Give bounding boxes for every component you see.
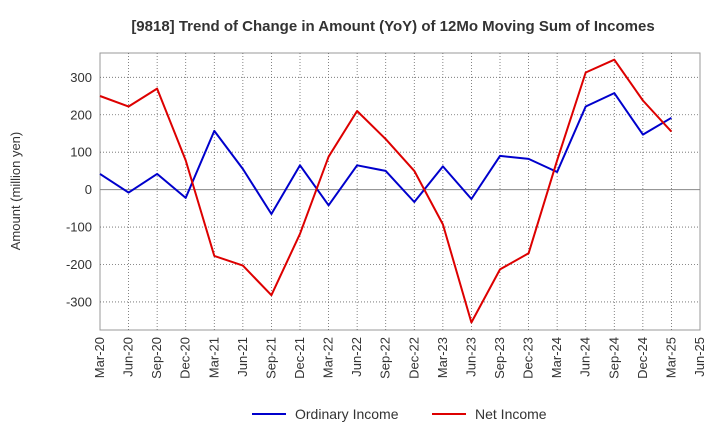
series-line-net-income bbox=[99, 58, 673, 324]
y-tick-label: -200 bbox=[66, 257, 92, 272]
y-axis: -300 -200 -100 0 100 200 300 bbox=[66, 70, 92, 310]
legend-label-net-income: Net Income bbox=[475, 406, 547, 422]
x-tick-label: Mar-22 bbox=[321, 337, 336, 378]
x-tick-label: Jun-22 bbox=[349, 337, 364, 377]
y-tick-label: 100 bbox=[70, 145, 92, 160]
x-tick-label: Jun-25 bbox=[692, 337, 707, 377]
series-line-ordinary-income bbox=[99, 92, 672, 215]
y-tick-label: 200 bbox=[70, 107, 92, 122]
x-tick-label: Jun-20 bbox=[121, 337, 136, 377]
x-tick-label: Sep-24 bbox=[606, 337, 621, 379]
x-tick-label: Dec-23 bbox=[521, 337, 536, 379]
legend: Ordinary Income Net Income bbox=[252, 406, 547, 422]
y-tick-label: -300 bbox=[66, 294, 92, 309]
x-tick-label: Dec-20 bbox=[178, 337, 193, 379]
x-tick-label: Mar-23 bbox=[435, 337, 450, 378]
x-tick-label: Jun-21 bbox=[235, 337, 250, 377]
chart-title: [9818] Trend of Change in Amount (YoY) o… bbox=[131, 18, 654, 35]
x-tick-label: Dec-24 bbox=[635, 337, 650, 379]
y-tick-label: 300 bbox=[70, 70, 92, 85]
series-layer bbox=[99, 58, 673, 324]
x-tick-label: Sep-23 bbox=[492, 337, 507, 379]
x-tick-label: Mar-20 bbox=[92, 337, 107, 378]
y-tick-label: -100 bbox=[66, 220, 92, 235]
x-tick-label: Sep-21 bbox=[263, 337, 278, 379]
x-tick-label: Dec-22 bbox=[406, 337, 421, 379]
plot-area bbox=[99, 52, 701, 331]
y-axis-label: Amount (million yen) bbox=[8, 132, 23, 251]
legend-label-ordinary-income: Ordinary Income bbox=[295, 406, 399, 422]
x-tick-label: Mar-24 bbox=[549, 337, 564, 378]
x-tick-label: Mar-21 bbox=[206, 337, 221, 378]
x-tick-label: Sep-20 bbox=[149, 337, 164, 379]
y-tick-label: 0 bbox=[85, 182, 92, 197]
grid bbox=[100, 53, 700, 330]
x-tick-label: Mar-25 bbox=[663, 337, 678, 378]
x-tick-label: Jun-23 bbox=[463, 337, 478, 377]
x-tick-label: Dec-21 bbox=[292, 337, 307, 379]
x-tick-label: Jun-24 bbox=[578, 337, 593, 377]
x-axis: Mar-20 Jun-20 Sep-20 Dec-20 Mar-21 Jun-21 Sep-… bbox=[92, 337, 707, 379]
x-tick-label: Sep-22 bbox=[378, 337, 393, 379]
